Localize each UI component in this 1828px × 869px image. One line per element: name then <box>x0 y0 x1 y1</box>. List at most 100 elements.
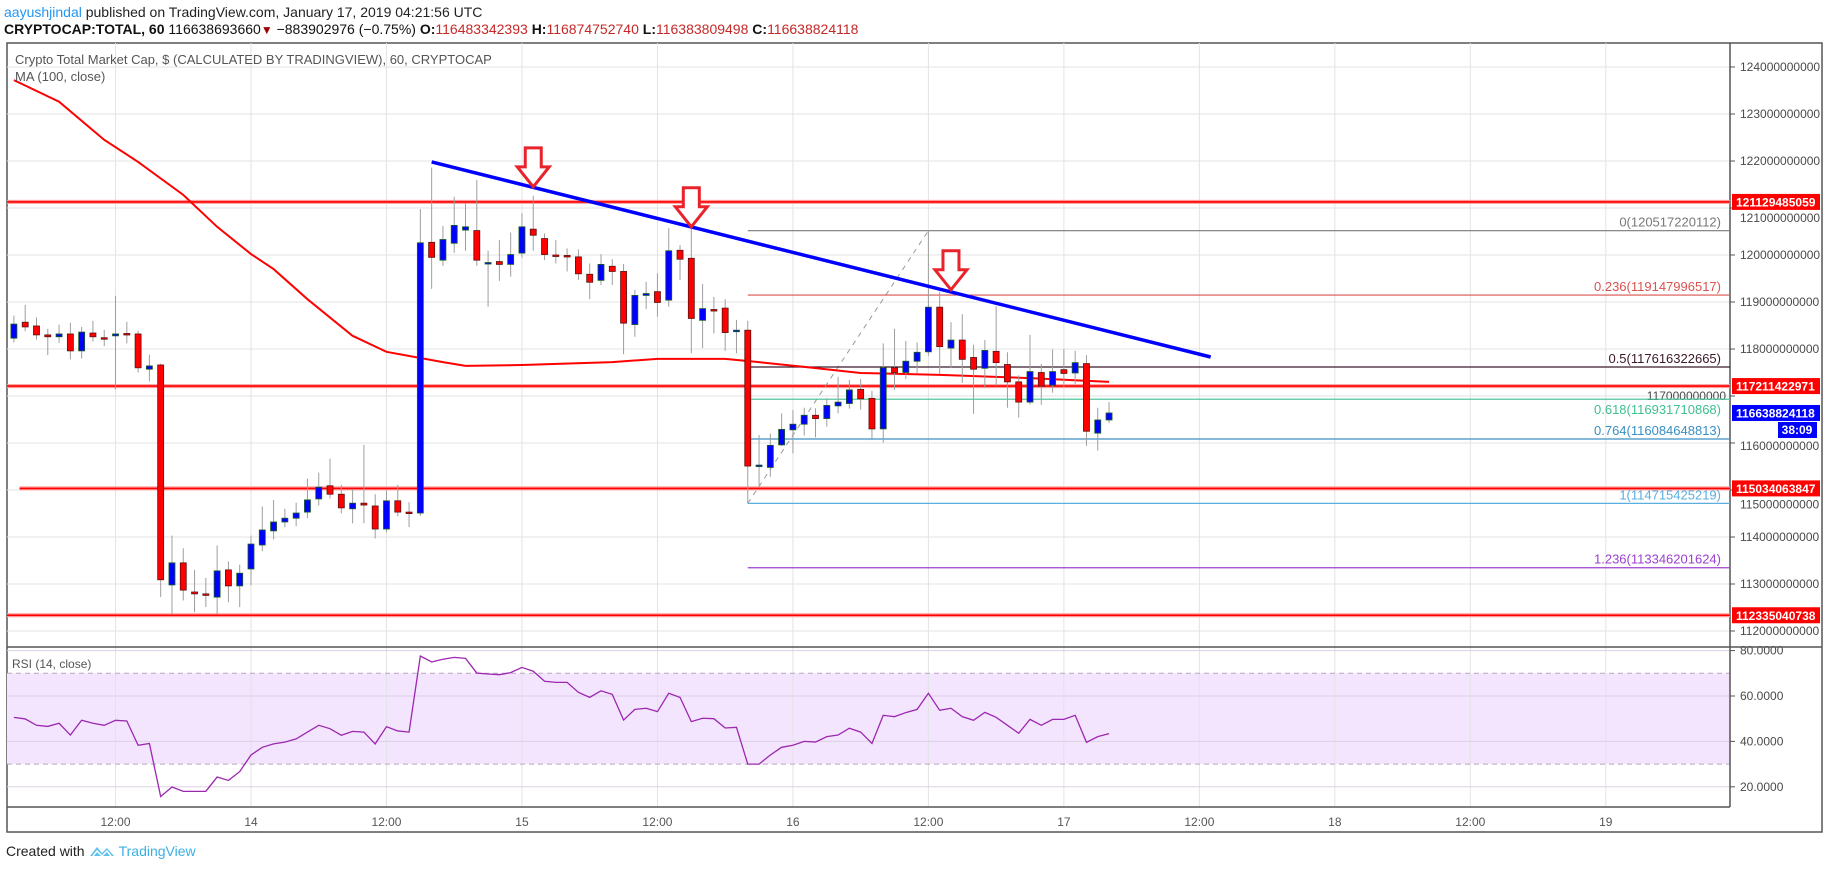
candle <box>383 490 390 533</box>
price-axis-label: 114000000000 <box>1740 530 1820 544</box>
candle-body <box>947 339 955 349</box>
candle-body <box>654 291 661 303</box>
candle-body <box>891 367 898 373</box>
price-axis-label: 116000000000 <box>1740 439 1820 453</box>
support-price-badge-label: 115034063847 <box>1736 482 1816 496</box>
candle <box>304 478 311 519</box>
candle-body <box>563 255 571 258</box>
fib-level-label: 0(120517220112) <box>1619 215 1721 230</box>
candle-body <box>33 325 40 336</box>
price-axis-label: 112000000000 <box>1740 624 1820 638</box>
candle-body <box>213 570 221 598</box>
candle-body <box>405 511 413 514</box>
published-text: published on TradingView.com, January 17… <box>85 4 483 20</box>
down-arrow-icon <box>672 186 711 230</box>
candle-body <box>1071 362 1079 374</box>
down-triangle-icon: ▼ <box>260 23 273 37</box>
time-axis-label: 12:00 <box>1184 815 1214 829</box>
candle <box>10 315 18 343</box>
price-axis-label: 123000000000 <box>1740 107 1820 121</box>
footer: Created with TradingView <box>6 843 196 859</box>
rsi-axis-label: 80.0000 <box>1740 644 1784 658</box>
candle-body <box>337 493 345 509</box>
candle-body <box>168 562 176 586</box>
candle-body <box>823 404 831 419</box>
down-arrow-icon <box>931 249 971 293</box>
candle-body <box>428 241 436 258</box>
candle <box>902 341 910 380</box>
time-axis-label: 14 <box>244 815 258 829</box>
candle <box>450 196 458 253</box>
fib-level-label: 0.236(119147996517) <box>1594 279 1721 294</box>
candle <box>213 545 221 615</box>
candle-body <box>518 226 526 254</box>
author-link[interactable]: aayushjindal <box>4 4 82 20</box>
rsi-legend[interactable]: RSI (14, close) <box>12 657 92 671</box>
candle-body <box>44 334 52 338</box>
candle <box>925 230 932 356</box>
price-axis-label: 121000000000 <box>1740 211 1820 225</box>
candle <box>349 489 357 524</box>
candle <box>337 484 345 514</box>
candle-body <box>270 521 277 532</box>
candle <box>575 249 582 280</box>
candle <box>439 225 447 266</box>
candle <box>123 321 131 344</box>
price-axis-label: 115000000000 <box>1740 497 1820 511</box>
candle <box>1083 355 1090 446</box>
candle <box>416 208 424 516</box>
candle-body <box>383 500 390 530</box>
candle <box>405 502 413 528</box>
time-axis-label: 17 <box>1057 815 1071 829</box>
low-label: L: <box>642 21 656 37</box>
fib-level-label: 0.618(116931710868) <box>1594 402 1721 417</box>
candle <box>1015 375 1023 418</box>
fib-level-label: 0.5(117616322665) <box>1608 351 1721 366</box>
candle-body <box>834 401 842 407</box>
candle <box>733 319 740 354</box>
price-axis-label: 119000000000 <box>1740 295 1820 309</box>
candle <box>1026 334 1034 405</box>
time-axis-label: 12:00 <box>101 815 131 829</box>
candle-body <box>145 365 153 370</box>
open-label: O: <box>419 21 436 37</box>
rsi-axis-label: 40.0000 <box>1740 734 1784 748</box>
candle-body <box>812 414 819 419</box>
candle-body <box>958 339 966 360</box>
candle-body <box>970 357 977 370</box>
tradingview-link[interactable]: TradingView <box>118 843 196 859</box>
candle-body <box>484 262 492 265</box>
candle <box>868 390 876 441</box>
candle <box>236 564 244 608</box>
candle-body <box>157 364 165 581</box>
candle-body <box>710 309 718 312</box>
candle-body <box>631 295 639 325</box>
candle-body <box>620 271 627 324</box>
symbol-name: CRYPTOCAP:TOTAL, 60 <box>4 21 165 37</box>
candle <box>1037 364 1045 405</box>
candle-body <box>925 306 932 353</box>
candle <box>495 239 503 281</box>
candle-body <box>134 333 142 369</box>
candle <box>507 232 515 277</box>
open-value: 116483342393 <box>435 21 528 37</box>
tradingview-logo-icon <box>89 847 114 858</box>
price-axis-label: 124000000000 <box>1740 60 1820 74</box>
candle <box>563 248 571 272</box>
ma-line <box>13 79 1110 383</box>
candle-body <box>936 306 944 348</box>
candle-body <box>292 512 300 519</box>
candle <box>699 284 706 349</box>
ma-legend[interactable]: MA (100, close) <box>15 69 106 84</box>
candle <box>78 326 86 359</box>
candle-body <box>1004 364 1011 383</box>
rsi-axis-label: 20.0000 <box>1740 780 1784 794</box>
candle-body <box>868 397 876 430</box>
candle <box>100 329 108 347</box>
candle-body <box>642 293 650 296</box>
symbol-info: CRYPTOCAP:TOTAL, 60 116638693660▼ −88390… <box>4 21 858 37</box>
candle-body <box>981 350 989 369</box>
candle-body <box>89 332 97 338</box>
candle <box>992 306 1000 386</box>
